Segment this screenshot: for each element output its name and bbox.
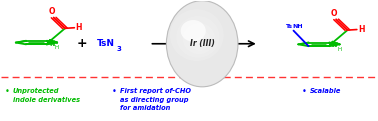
Text: NH: NH (293, 24, 304, 29)
Ellipse shape (183, 23, 215, 54)
Text: H: H (55, 45, 59, 50)
Text: N: N (332, 43, 337, 48)
Text: TsN: TsN (97, 39, 115, 48)
Text: H: H (76, 23, 82, 32)
Text: •: • (5, 87, 9, 96)
Ellipse shape (181, 20, 206, 42)
Text: O: O (331, 9, 338, 18)
Ellipse shape (177, 16, 219, 57)
Text: 3: 3 (116, 45, 121, 52)
Text: Ir (III): Ir (III) (190, 39, 215, 48)
Text: •: • (112, 87, 117, 96)
Text: O: O (48, 7, 55, 16)
Ellipse shape (196, 37, 206, 47)
Text: Ts: Ts (285, 24, 291, 29)
Text: •: • (302, 87, 307, 96)
Ellipse shape (170, 9, 224, 61)
Text: Scalable: Scalable (310, 88, 342, 94)
Text: Unprotected
indole derivatives: Unprotected indole derivatives (13, 88, 80, 103)
Text: H: H (358, 25, 364, 34)
Ellipse shape (189, 30, 211, 51)
Text: H: H (337, 47, 341, 52)
Text: First report of-CHO
as directing group
for amidation: First report of-CHO as directing group f… (120, 88, 191, 111)
Text: N: N (49, 42, 54, 47)
Ellipse shape (166, 1, 238, 87)
Text: +: + (76, 37, 87, 50)
